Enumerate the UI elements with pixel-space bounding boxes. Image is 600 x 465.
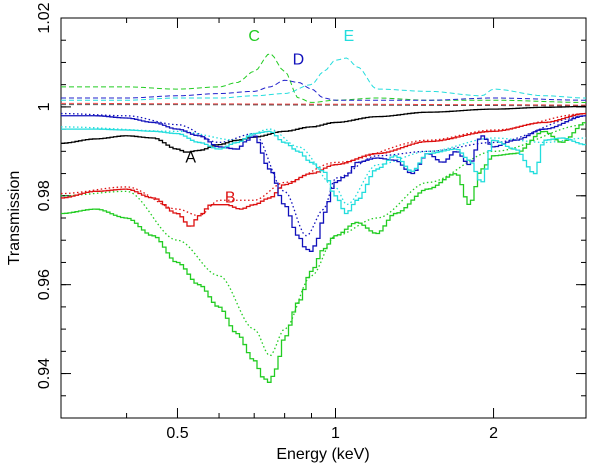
minor-ticks	[60, 17, 587, 419]
series-line-b	[61, 112, 586, 227]
model-curve-c-model	[60, 124, 587, 357]
y-tick-label: 1	[36, 102, 53, 111]
y-tick-label: 0.96	[36, 269, 53, 300]
curve-annotations: A B C D E	[185, 28, 354, 206]
curve-label-a: A	[185, 149, 196, 166]
model-curve-b-model	[60, 112, 587, 217]
emission-curve-b-emission	[61, 102, 586, 106]
series-line-e	[61, 128, 586, 215]
series-line-a	[61, 105, 586, 153]
y-tick-label: 1.02	[36, 2, 53, 33]
x-tick-label: 1	[331, 425, 340, 442]
x-axis-label: Energy (keV)	[276, 446, 369, 463]
series-line-c	[61, 122, 586, 383]
model-curve-e-model	[60, 126, 587, 206]
emission-curve-a-emission	[61, 104, 586, 107]
x-tick-label: 0.5	[166, 425, 188, 442]
emission-curve-e-emission	[61, 57, 587, 101]
curve-label-e: E	[343, 28, 354, 45]
emission-curve-c-emission	[61, 53, 586, 103]
data-curves	[61, 105, 586, 383]
y-axis-label: Transmission	[6, 171, 23, 266]
model-curves	[60, 112, 587, 357]
curve-label-d: D	[293, 52, 305, 69]
curve-label-c: C	[248, 28, 260, 45]
series-line-d	[61, 115, 586, 252]
emission-curves	[61, 53, 587, 107]
y-tick-label: 0.94	[36, 358, 53, 389]
curve-label-b: B	[225, 189, 236, 206]
tick-labels: 0.5 1 2 0.94 0.96 0.98 1 1.02	[36, 2, 498, 442]
model-curve-d-model	[60, 112, 587, 237]
x-tick-label: 2	[489, 425, 498, 442]
y-tick-label: 0.98	[36, 180, 53, 211]
